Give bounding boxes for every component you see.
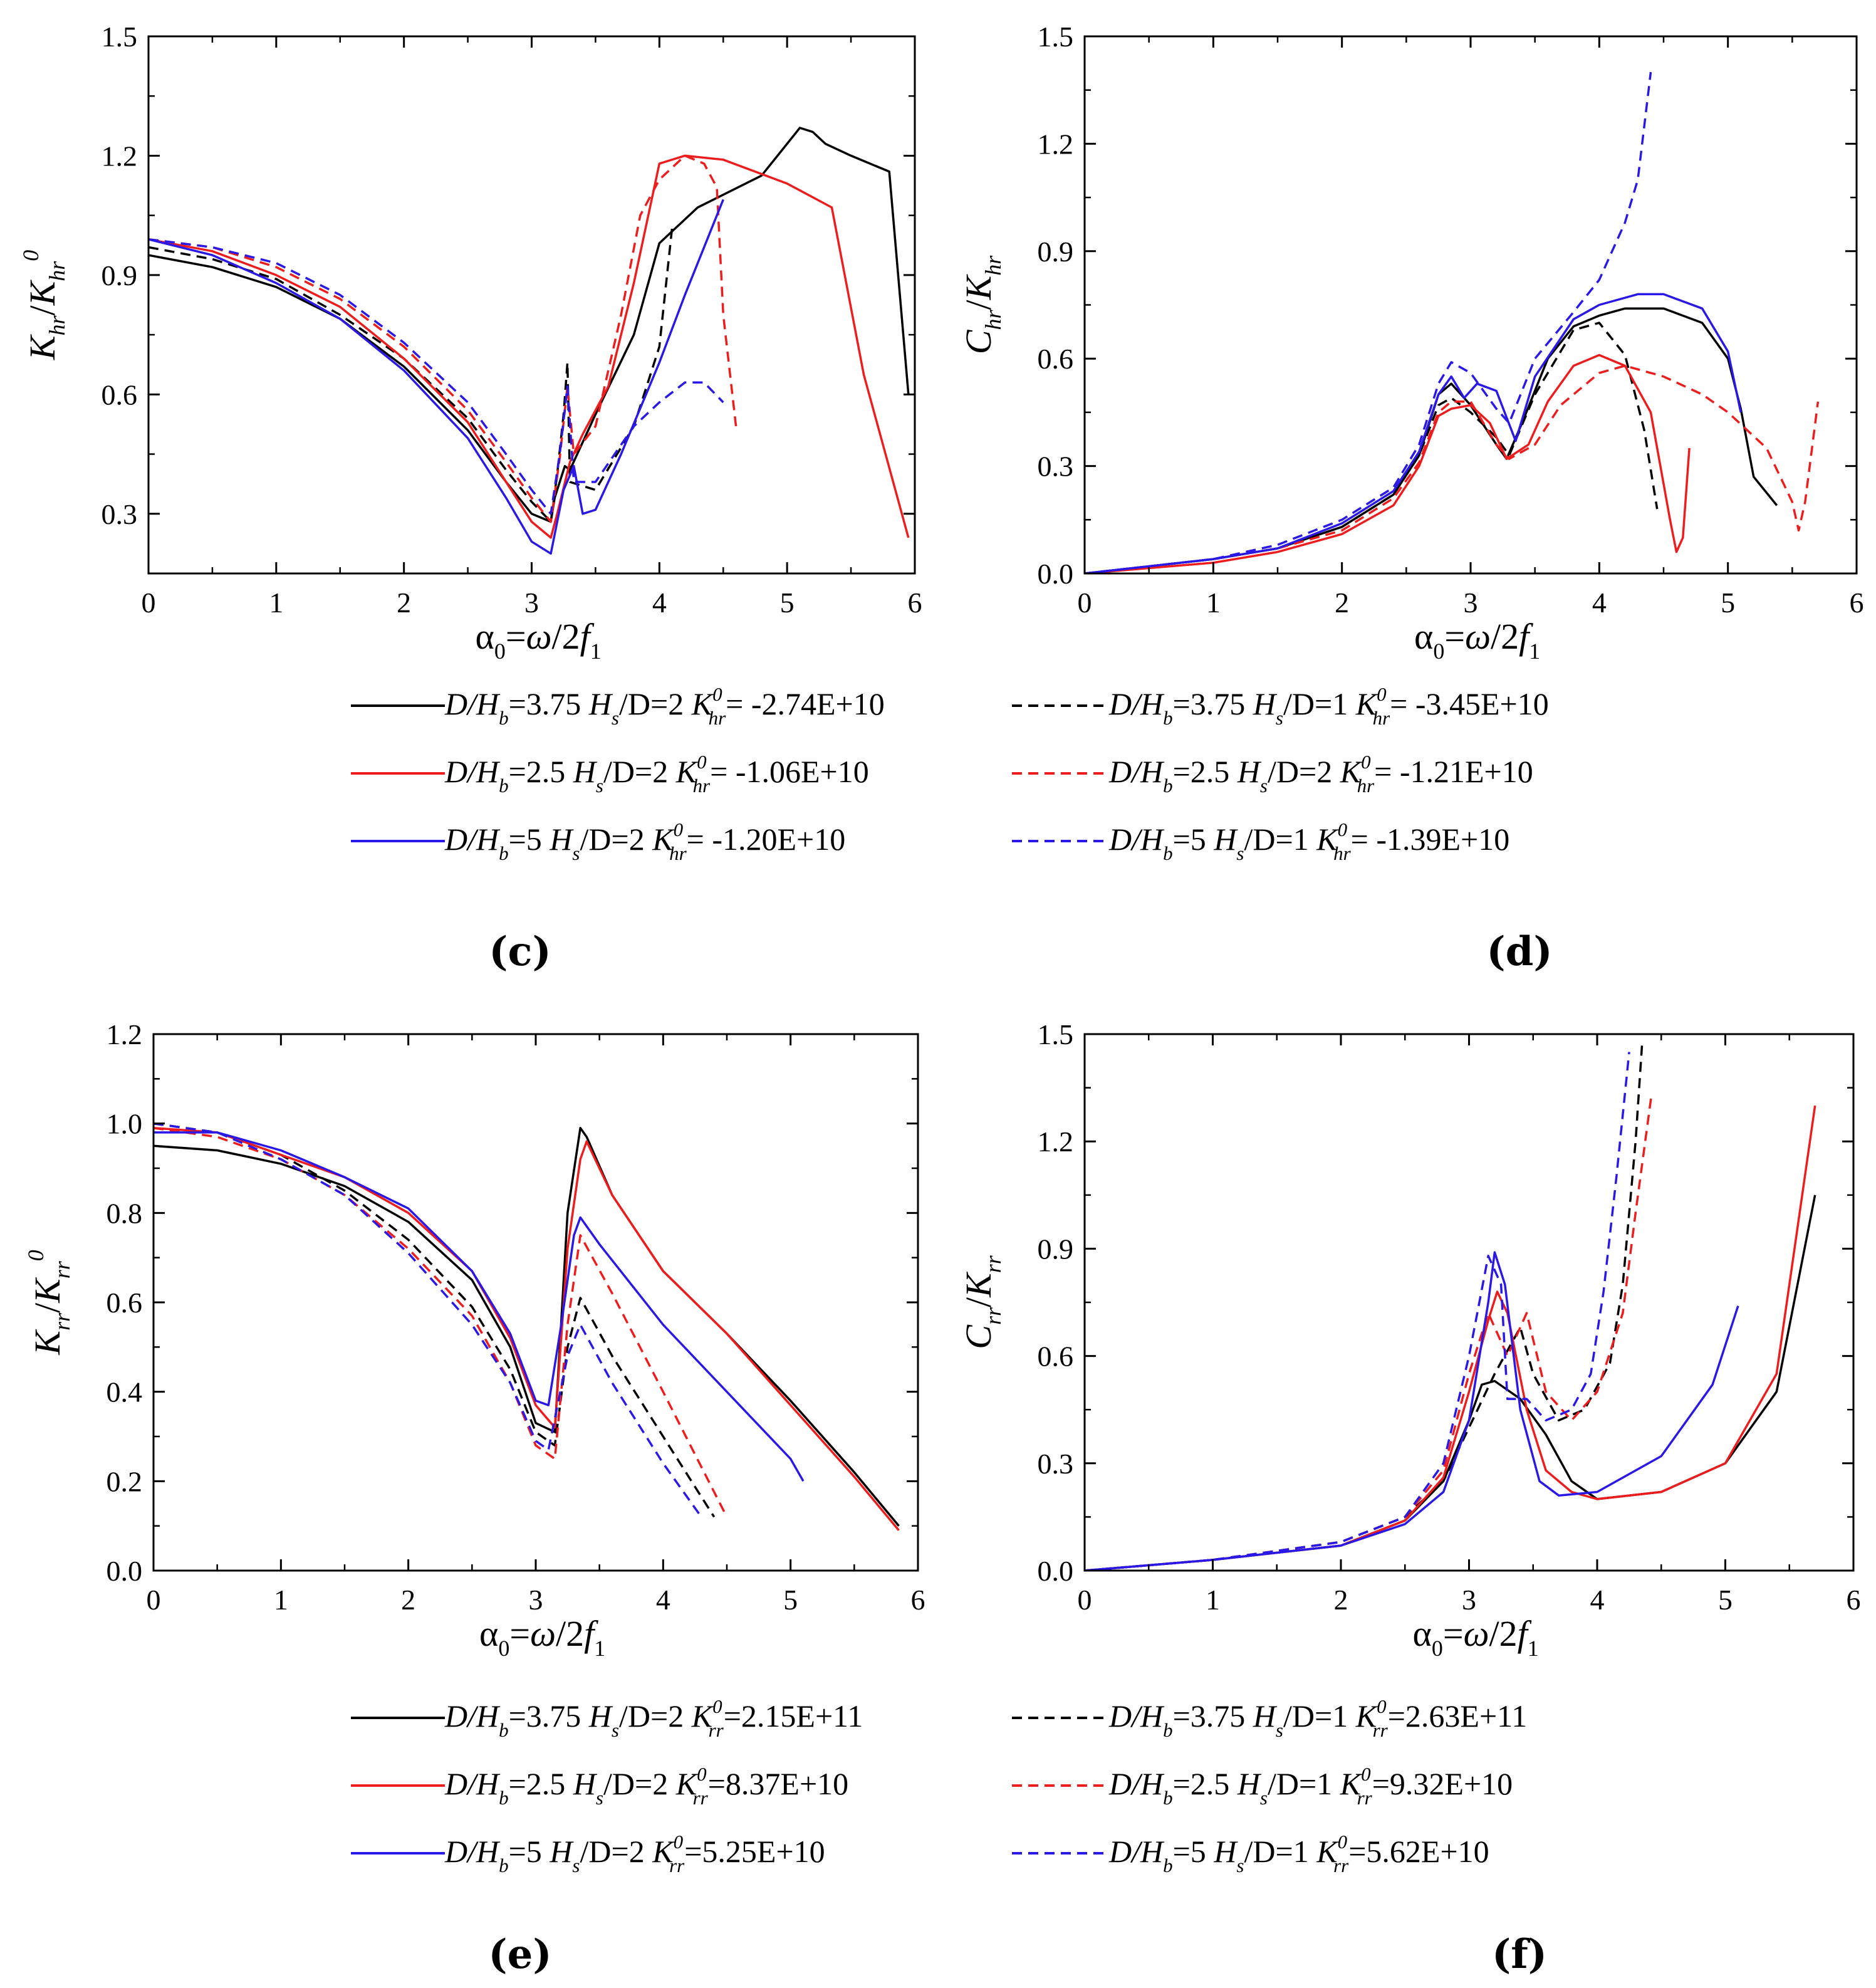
legend-entry-text: D/Hb=2.5 Hs/D=2 K0 hr= -1.21E+10 [1108,751,1533,797]
series-line-red-dashed [149,154,737,523]
y-tick-label: 0.9 [1038,1233,1074,1265]
x-tick-label: 0 [1078,587,1092,619]
y-tick-label: 0.6 [1038,343,1074,375]
series-line-black-dashed [1085,322,1659,573]
panel-c-chart: 0 1 2 3 4 5 6 0.3 0.6 0.9 1.2 1.5 α0=ω/2f1 Khr/Khr0 [18,21,922,664]
x-tick-label: 2 [1334,1584,1348,1616]
series-line-blue-solid [149,199,724,555]
y-tick-label: 0.2 [107,1465,143,1497]
x-tick-label: 6 [1847,1584,1861,1616]
x-axis-label: α0=ω/2f1 [1414,616,1540,664]
legend-entry-text: D/Hb=3.75 Hs/D=1 K0 rr=2.63E+11 [1108,1695,1527,1741]
y-tick-label: 0.9 [1038,236,1074,268]
legend-entry-text: D/Hb=5 Hs/D=1 K0 rr=5.62E+10 [1108,1831,1489,1876]
y-tick-label: 0.8 [107,1197,143,1229]
x-axis-label: α0=ω/2f1 [1413,1613,1539,1661]
series-line-red-solid [149,154,910,539]
y-axis-label: Crr/Krr [958,1255,1006,1349]
y-tick-label: 1.0 [107,1108,143,1140]
y-tick-label: 0.6 [107,1287,143,1319]
y-axis-label: Chr/Khr [958,255,1006,354]
x-tick-label: 3 [1462,1584,1476,1616]
series-line-blue-dashed [154,1122,702,1518]
x-axis-label: α0=ω/2f1 [479,1613,605,1661]
y-tick-label: 1.5 [1038,21,1074,53]
y-tick-label: 0.3 [1038,1448,1074,1480]
legend-entry-text: D/Hb=3.75 Hs/D=2 K0 hr= -2.74E+10 [444,683,885,729]
series-line-blue-solid [154,1131,805,1482]
x-tick-label: 0 [1078,1584,1092,1616]
x-tick-label: 4 [1592,587,1607,619]
series-line-black-dashed [149,227,674,523]
x-tick-label: 5 [783,1584,798,1616]
y-tick-label: 0.3 [102,498,138,530]
y-tick-label: 0.6 [1038,1341,1074,1373]
x-tick-label: 6 [908,587,922,619]
series-line-blue-dashed [1085,71,1652,573]
x-tick-label: 1 [274,1584,288,1616]
y-tick-label: 1.2 [1038,128,1074,160]
x-tick-label: 0 [147,1584,161,1616]
y-tick-label: 0.9 [102,259,138,291]
legend-entry-text: D/Hb=5 Hs/D=2 K0 rr=5.25E+10 [444,1831,825,1876]
x-tick-label: 5 [1721,587,1735,619]
y-tick-label: 0.6 [102,379,138,411]
legend-entry-text: D/Hb=3.75 Hs/D=1 K0 hr= -3.45E+10 [1108,683,1549,729]
legend-entry-text: D/Hb=5 Hs/D=1 K0 hr= -1.39E+10 [1108,819,1509,864]
y-tick-label: 0.0 [107,1555,143,1587]
series-line-black-solid [1085,307,1778,573]
x-axis-label: α0=ω/2f1 [476,616,602,664]
panel-label-f: (f) [1492,1931,1547,1978]
x-tick-label: 3 [524,587,539,619]
x-tick-label: 1 [1206,1584,1220,1616]
x-tick-label: 3 [1464,587,1478,619]
panel-label-d: (d) [1486,928,1552,975]
panel-d-chart: 0 1 2 3 4 5 6 0.0 0.3 0.6 0.9 1.2 1.5 α0=ω/2f1 Chr/Khr [958,21,1864,664]
series-line-blue-dashed [149,238,724,515]
x-tick-label: 6 [911,1584,925,1616]
x-tick-label: 5 [780,587,795,619]
legend-entry-text: D/Hb=5 Hs/D=2 K0 hr= -1.20E+10 [444,819,845,864]
series-line-red-dashed [1085,364,1820,573]
y-tick-label: 1.2 [1038,1126,1074,1158]
y-tick-label: 1.5 [1038,1018,1074,1050]
panel-label-e: (e) [488,1931,551,1978]
x-tick-label: 2 [397,587,411,619]
legend-top: D/Hb=3.75 Hs/D=2 K0 hr= -2.74E+10 D/Hb=3.7… [351,683,1549,864]
x-tick-label: 0 [142,587,156,619]
x-tick-label: 3 [529,1584,543,1616]
series-line-red-solid [1085,353,1691,573]
x-tick-label: 6 [1850,587,1864,619]
x-tick-label: 1 [1206,587,1221,619]
series-line-blue-dashed [1085,1052,1630,1571]
y-tick-label: 0.0 [1038,558,1074,590]
x-tick-label: 2 [1335,587,1349,619]
panel-label-c: (c) [489,928,551,975]
legend-entry-text: D/Hb=3.75 Hs/D=2 K0 rr=2.15E+11 [444,1695,863,1741]
x-tick-label: 5 [1718,1584,1733,1616]
x-tick-label: 4 [652,587,667,619]
y-tick-label: 0.3 [1038,451,1074,483]
legend-entry-text: D/Hb=2.5 Hs/D=2 K0 rr=8.37E+10 [444,1763,848,1809]
y-tick-label: 0.4 [107,1376,143,1408]
y-tick-label: 1.2 [102,140,138,172]
series-line-blue-solid [1085,293,1742,573]
y-axis-label: Khr/Khr0 [18,250,70,360]
series-line-blue-solid [1085,1251,1739,1571]
x-tick-label: 2 [401,1584,415,1616]
y-tick-label: 1.5 [102,21,138,53]
y-tick-label: 0.0 [1038,1555,1074,1587]
y-tick-label: 1.2 [107,1018,143,1050]
x-tick-label: 1 [269,587,283,619]
x-tick-label: 4 [656,1584,670,1616]
legend-bottom: D/Hb=3.75 Hs/D=2 K0 rr=2.15E+11 D/Hb=3.75 … [351,1695,1527,1876]
panel-e-chart: 0 1 2 3 4 5 6 0.0 0.2 0.4 0.6 0.8 1.0 1.2 α0=ω/2f1 Krr/… [23,1018,925,1661]
legend-entry-text: D/Hb=2.5 Hs/D=2 K0 hr= -1.06E+10 [444,751,869,797]
x-tick-label: 4 [1590,1584,1605,1616]
panel-f-chart: 0 1 2 3 4 5 6 0.0 0.3 0.6 0.9 1.2 1.5 α0=ω/2f1 Crr/Krr [958,1018,1861,1661]
y-axis-label: Krr/Krr0 [23,1250,75,1355]
legend-entry-text: D/Hb=2.5 Hs/D=1 K0 rr=9.32E+10 [1108,1763,1513,1809]
